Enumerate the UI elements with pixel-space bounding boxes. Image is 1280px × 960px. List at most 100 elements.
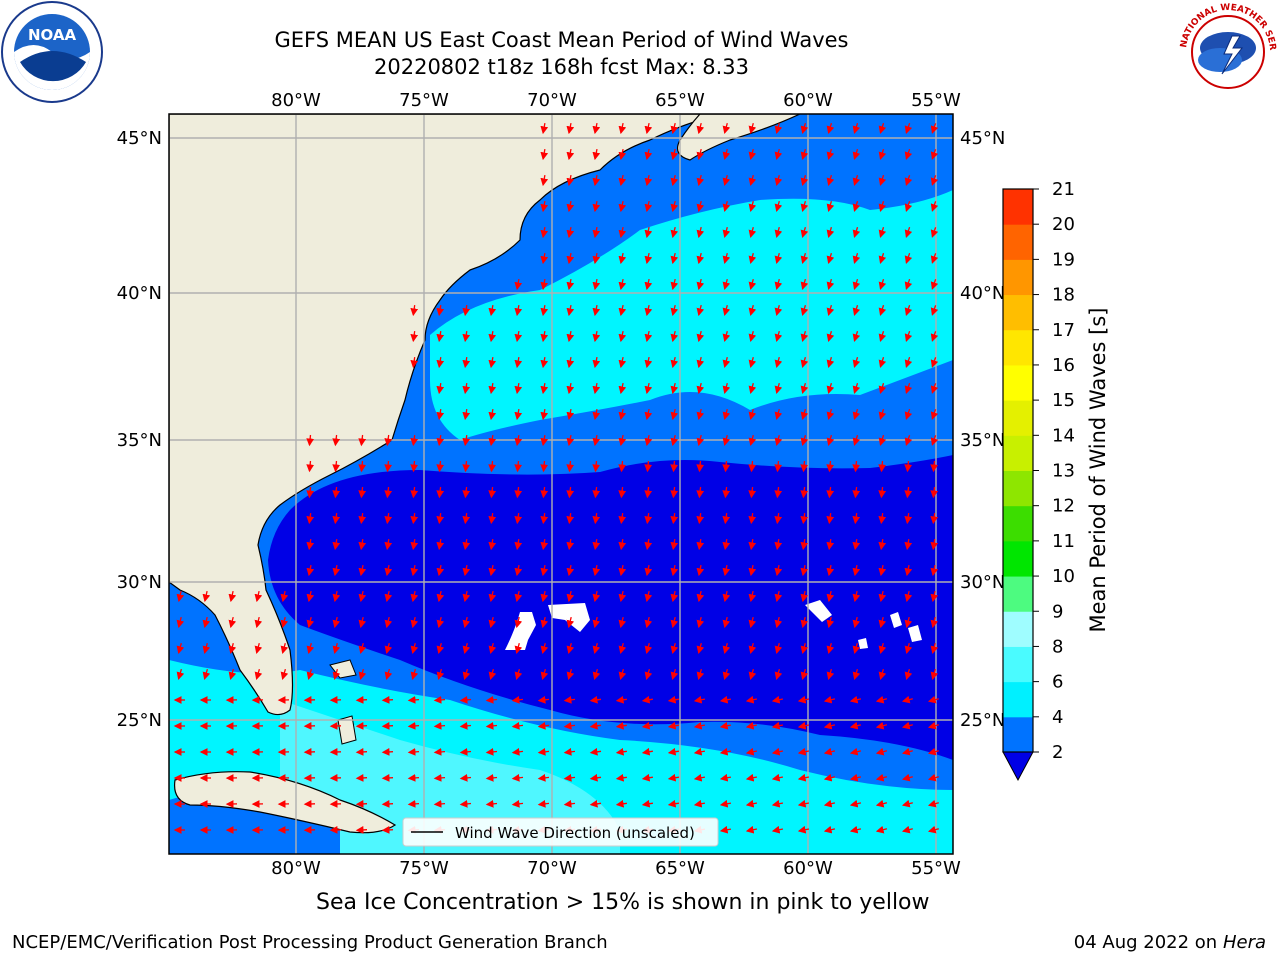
wind-wave-arrow <box>930 460 939 473</box>
wind-wave-arrow <box>670 200 679 213</box>
wind-wave-arrow <box>410 331 419 343</box>
wind-wave-arrow <box>670 669 679 681</box>
wind-wave-arrow <box>878 486 887 499</box>
wind-wave-arrow <box>355 748 368 756</box>
wind-wave-arrow <box>722 305 731 317</box>
wind-wave-arrow <box>592 330 601 343</box>
wind-wave-arrow <box>826 616 835 629</box>
wind-wave-arrow <box>618 408 627 421</box>
wind-wave-arrow <box>618 278 627 291</box>
land-north-america <box>169 114 721 716</box>
map-plot-area <box>169 114 953 854</box>
wind-wave-arrow <box>644 226 653 239</box>
lon-label: 65°W <box>655 858 705 879</box>
wind-wave-arrow <box>644 200 653 213</box>
wind-wave-arrow <box>878 564 887 577</box>
wind-wave-arrow <box>644 148 653 161</box>
wind-wave-arrow <box>540 408 549 421</box>
wind-wave-arrow <box>745 825 758 834</box>
nws-logo-icon: NATIONAL WEATHER SERVICE <box>1176 0 1277 101</box>
wind-wave-arrow <box>433 721 446 730</box>
wind-wave-arrow <box>358 590 367 603</box>
wind-wave-arrow <box>748 175 757 187</box>
wind-wave-arrow <box>459 773 472 782</box>
wind-wave-arrow <box>566 304 575 317</box>
wind-wave-arrow <box>592 643 601 655</box>
wind-wave-arrow <box>722 175 731 187</box>
wind-wave-arrow <box>930 201 939 212</box>
wind-wave-arrow <box>748 201 757 213</box>
wind-wave-arrow <box>696 174 705 187</box>
wind-wave-arrow <box>566 538 575 551</box>
wind-wave-arrow <box>823 799 836 808</box>
wind-wave-arrow <box>904 434 913 447</box>
wind-wave-arrow <box>618 200 627 213</box>
wind-wave-arrow <box>618 460 627 473</box>
wind-wave-arrow <box>563 773 576 782</box>
wind-wave-arrow <box>722 643 731 655</box>
wind-wave-arrow <box>823 721 836 730</box>
wind-wave-arrow <box>306 538 315 551</box>
lon-label: 70°W <box>527 90 577 111</box>
wind-wave-arrow <box>826 460 835 473</box>
wind-wave-arrow <box>618 148 627 161</box>
wind-wave-arrow <box>436 590 445 603</box>
wind-wave-arrow <box>797 799 810 808</box>
colorbar-segment <box>1003 224 1033 260</box>
wind-wave-arrow <box>852 538 861 551</box>
wind-wave-arrow <box>930 538 939 551</box>
wind-wave-arrow <box>878 201 887 213</box>
lon-label: 75°W <box>399 858 449 879</box>
wind-wave-arrow <box>488 564 497 577</box>
lat-label: 25°N <box>960 710 1005 731</box>
wind-wave-arrow <box>696 486 705 499</box>
wind-wave-arrow <box>748 669 757 681</box>
wind-wave-arrow <box>644 460 653 473</box>
wind-wave-arrow <box>696 434 705 447</box>
wind-wave-arrow <box>618 252 627 265</box>
wind-wave-arrow <box>436 669 445 681</box>
wind-wave-arrow <box>719 747 732 756</box>
wind-wave-arrow <box>644 122 653 135</box>
wind-wave-arrow <box>667 721 680 730</box>
colorbar-tick-label: 12 <box>1052 496 1075 517</box>
lon-label: 75°W <box>399 90 449 111</box>
wind-wave-arrow <box>852 590 861 603</box>
wind-wave-arrow <box>696 460 705 473</box>
colorbar: 2 4 6 8 9 10 11 12 13 14 15 16 17 18 19 20 21 <box>1002 179 1075 782</box>
lat-label: 30°N <box>960 572 1005 593</box>
wind-wave-arrow <box>774 564 783 577</box>
wind-wave-arrow <box>384 564 393 577</box>
wind-wave-arrow <box>459 747 472 756</box>
wind-wave-arrow <box>254 669 263 681</box>
wind-wave-arrow <box>696 669 705 681</box>
wind-wave-arrow <box>618 616 627 629</box>
noaa-logo-icon: NOAA <box>1 1 103 103</box>
wind-wave-arrow <box>927 773 939 782</box>
wind-wave-arrow <box>826 331 835 343</box>
wind-wave-arrow <box>462 434 471 447</box>
wind-wave-arrow <box>904 356 913 369</box>
wind-wave-arrow <box>852 409 861 421</box>
wind-wave-arrow <box>904 669 913 681</box>
wind-wave-arrow <box>306 434 315 447</box>
wind-wave-arrow <box>488 356 497 369</box>
wind-wave-arrow <box>930 175 939 186</box>
wind-wave-arrow <box>410 564 419 577</box>
wind-wave-arrow <box>852 331 861 343</box>
wind-wave-arrow <box>381 748 394 756</box>
wind-wave-arrow <box>696 226 705 239</box>
wind-wave-arrow <box>306 486 315 499</box>
wind-wave-arrow <box>592 616 601 629</box>
lat-label: 35°N <box>117 430 162 451</box>
wind-wave-arrow <box>254 643 263 655</box>
wind-wave-arrow <box>930 253 939 264</box>
wind-wave-arrow <box>852 123 861 135</box>
wind-wave-arrow <box>826 513 835 525</box>
wind-wave-arrow <box>901 799 913 808</box>
wind-wave-arrow <box>436 408 445 421</box>
colorbar-segment <box>1003 364 1033 401</box>
wind-wave-arrow <box>410 513 419 525</box>
wind-wave-arrow <box>852 253 861 265</box>
wind-wave-arrow <box>670 148 679 161</box>
